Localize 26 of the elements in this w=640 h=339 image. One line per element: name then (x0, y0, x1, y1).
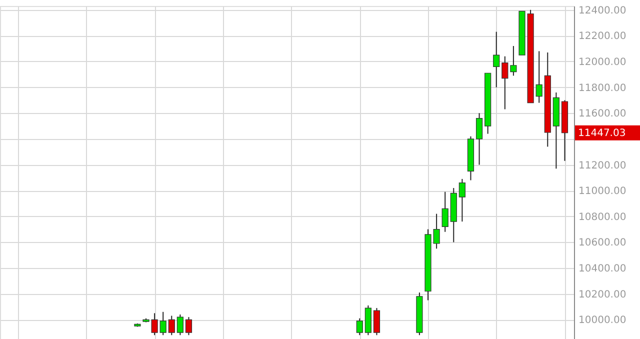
candlestick (493, 31, 500, 88)
y-tick-label: 10400.00 (578, 264, 626, 275)
text: 11447.03 (578, 128, 626, 139)
y-tick-label: 12000.00 (578, 57, 626, 68)
y-tick-label: 10200.00 (578, 289, 626, 300)
candlestick (160, 311, 166, 336)
y-tick-label: 12400.00 (578, 5, 626, 16)
candlestick (502, 56, 508, 110)
candlestick (356, 318, 363, 336)
y-tick-label: 10800.00 (578, 212, 626, 223)
candlestick (510, 46, 517, 76)
candlestick (176, 314, 184, 336)
y-tick-label: 12200.00 (578, 31, 626, 42)
candlestick (168, 315, 175, 336)
candlestick (458, 178, 466, 222)
y-tick-label: 10600.00 (578, 238, 626, 249)
y-tick-label: 10000.00 (578, 315, 626, 326)
y-tick-label: 11200.00 (578, 160, 626, 172)
candlestick (185, 316, 192, 336)
y-tick-label: 11000.00 (578, 186, 626, 198)
candlestick (536, 50, 542, 104)
candlestick (373, 308, 380, 336)
y-tick-label: 11600.00 (578, 108, 626, 120)
candlestick (442, 191, 448, 232)
y-tick-label: 11800.00 (578, 82, 626, 94)
candlestick (476, 112, 483, 166)
